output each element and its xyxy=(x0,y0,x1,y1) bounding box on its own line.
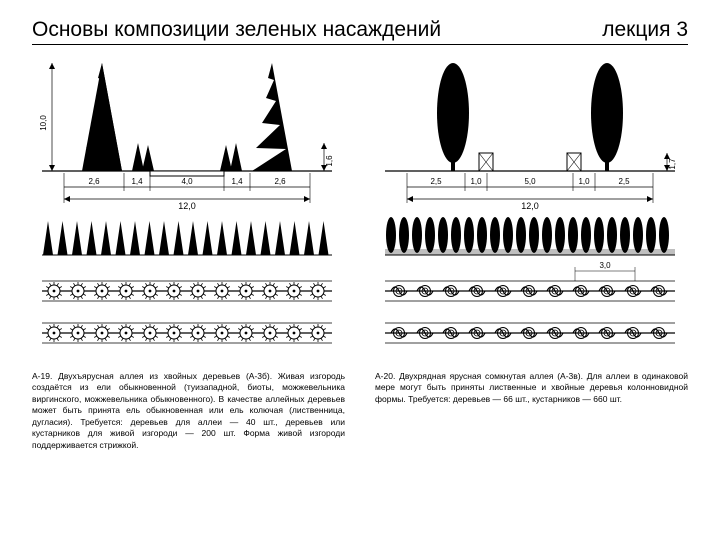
page: Основы композиции зеленых насаждений лек… xyxy=(0,0,720,540)
dim-label: 2,5 xyxy=(430,177,442,186)
dim-label: 4,0 xyxy=(181,177,193,186)
right-figure: 1,7 2,5 1,0 5,0 xyxy=(375,53,688,363)
dim-label: 2,6 xyxy=(88,177,100,186)
dim-label: 1,4 xyxy=(131,177,143,186)
page-title: Основы композиции зеленых насаждений xyxy=(32,18,441,42)
right-plan: 3,0 xyxy=(385,261,675,343)
right-column: 1,7 2,5 1,0 5,0 xyxy=(375,53,688,451)
dim-label: 5,0 xyxy=(524,177,536,186)
dim-label: 1,7 xyxy=(668,158,677,170)
left-perspective xyxy=(42,221,332,255)
dim-label: 2,6 xyxy=(274,177,286,186)
caption-text: Двухъярусная аллея из хвойных деревьев (… xyxy=(32,371,345,450)
dim-label: 2,5 xyxy=(618,177,630,186)
left-figure: 10,0 1,6 xyxy=(32,53,345,363)
right-perspective xyxy=(385,217,675,255)
right-caption: А-20. Двухрядная ярусная сомкнутая аллея… xyxy=(375,371,688,405)
hedge-tree-icon xyxy=(132,143,154,171)
left-column: 10,0 1,6 xyxy=(32,53,345,451)
lecture-label: лекция 3 xyxy=(602,18,688,42)
dim-label: 1,0 xyxy=(578,177,590,186)
left-caption: А-19. Двухъярусная аллея из хвойных дере… xyxy=(32,371,345,451)
conifer-tree-icon xyxy=(82,63,122,171)
left-svg: 10,0 1,6 xyxy=(32,53,342,363)
columnar-tree-icon xyxy=(591,63,623,171)
dim-row-segments: 2,5 1,0 5,0 1,0 2,5 12,0 xyxy=(407,173,653,211)
dim-label: 12,0 xyxy=(521,201,539,211)
left-plan xyxy=(42,281,332,343)
caption-text: Двухрядная ярусная сомкнутая аллея (А-3в… xyxy=(375,371,688,404)
left-section: 10,0 1,6 xyxy=(39,63,334,211)
dim-label: 1,0 xyxy=(470,177,482,186)
dim-label: 3,0 xyxy=(599,261,611,270)
fig-id: А-19. xyxy=(32,371,52,381)
right-svg: 1,7 2,5 1,0 5,0 xyxy=(375,53,685,363)
dim-label: 10,0 xyxy=(39,115,48,131)
right-section: 1,7 2,5 1,0 5,0 xyxy=(385,63,677,211)
header: Основы композиции зеленых насаждений лек… xyxy=(32,18,688,45)
dim-label: 12,0 xyxy=(178,201,196,211)
hedge-tree-icon xyxy=(220,143,242,171)
columnar-tree-icon xyxy=(437,63,469,171)
dim-row-segments: 2,6 1,4 4,0 1,4 2,6 12,0 xyxy=(64,173,310,211)
conifer-tree-icon xyxy=(252,63,292,171)
fig-id: А-20. xyxy=(375,371,395,381)
dim-label: 1,6 xyxy=(325,155,334,167)
columns: 10,0 1,6 xyxy=(32,53,688,451)
dim-label: 1,4 xyxy=(231,177,243,186)
